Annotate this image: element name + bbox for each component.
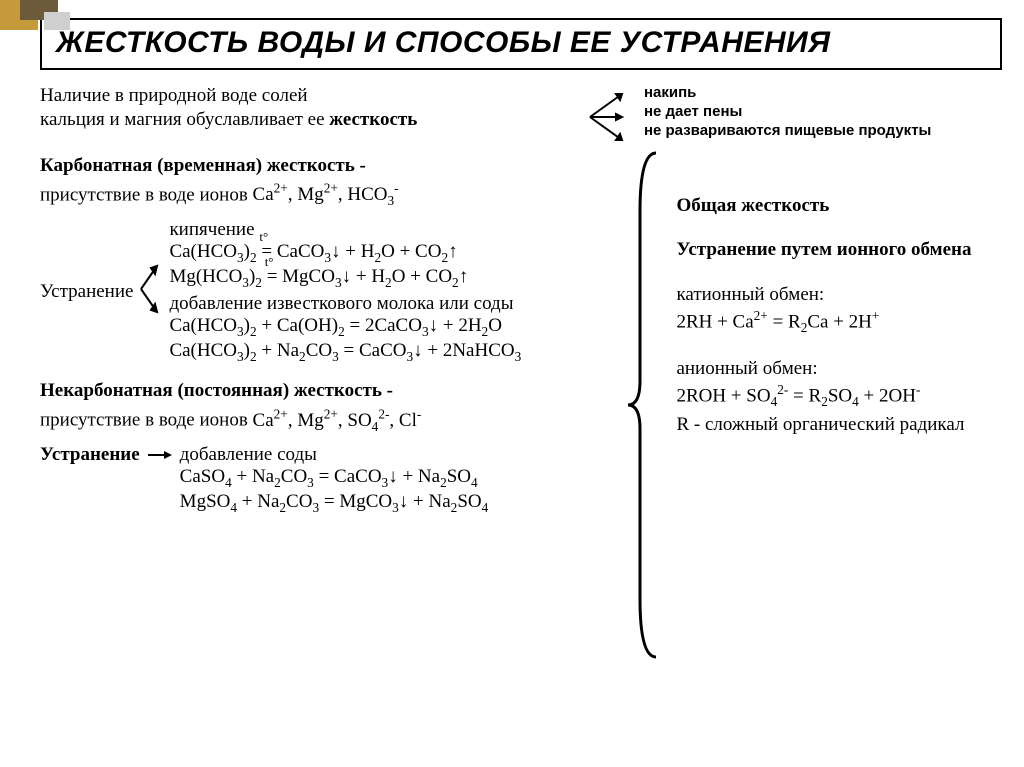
carbonate-methods: кипячение Ca(HCO3)2 =t° CaCO3↓ + H2O + C… <box>169 219 521 364</box>
carbonate-elim-row: Устранение кипячение Ca(HCO3)2 =t° CaCO3… <box>40 219 626 364</box>
effect-1: накипь <box>644 84 1002 101</box>
noncarb-eq1: CaSO4 + Na2CO3 = CaCO3↓ + Na2SO4 <box>180 466 489 491</box>
carbonate-head: Карбонатная (временная) жесткость - <box>40 155 626 177</box>
curly-brace-icon <box>626 151 660 659</box>
noncarb-methods: добавление соды CaSO4 + Na2CO3 = CaCO3↓ … <box>180 444 489 516</box>
carbonate-ions: Ca2+, Mg2+, HCO3- <box>253 184 399 205</box>
cation-eq: 2RH + Ca2+ = R2Ca + 2H+ <box>676 308 1002 336</box>
method-lime: добавление известкового молока или соды <box>169 293 521 315</box>
noncarb-head: Некарбонатная (постоянная) жесткость - <box>40 380 626 402</box>
page-title: ЖЕСТКОСТЬ ВОДЫ И СПОСОБЫ ЕЕ УСТРАНЕНИЯ <box>56 26 986 60</box>
carbonate-eq2: Mg(HCO3)2 =t° MgCO3↓ + H2O + CO2↑ <box>169 266 521 291</box>
cation-label: катионный обмен: <box>676 284 1002 306</box>
noncarb-eq2: MgSO4 + Na2CO3 = MgCO3↓ + Na2SO4 <box>180 491 489 516</box>
corner-decoration <box>0 0 75 40</box>
intro-line2b: жесткость <box>329 109 417 130</box>
carbonate-elim-label: Устранение <box>40 281 133 303</box>
total-hardness-label: Общая жесткость <box>676 195 1002 217</box>
split-arrow-icon <box>139 260 161 323</box>
carbonate-eq3: Ca(HCO3)2 + Ca(OH)2 = 2CaCO3↓ + 2H2O <box>169 315 521 340</box>
branch-arrow-icon <box>588 88 628 150</box>
noncarb-sub-prefix: присутствие в воде ионов <box>40 410 253 431</box>
noncarb-elim-row: Устранение добавление соды CaSO4 + Na2CO… <box>40 444 626 516</box>
r-note: R - сложный органический радикал <box>676 414 1002 437</box>
intro-row: Наличие в природной воде солей кальция и… <box>40 84 1002 141</box>
carbonate-eq1: Ca(HCO3)2 =t° CaCO3↓ + H2O + CO2↑ <box>169 241 521 266</box>
effect-3: не развариваются пищевые продукты <box>644 122 1002 139</box>
noncarb-elim-label: Устранение <box>40 444 140 466</box>
right-column: Общая жесткость Устранение путем ионного… <box>636 155 1002 516</box>
method-boiling: кипячение <box>169 219 521 241</box>
anion-eq: 2ROH + SO42- = R2SO4 + 2OH- <box>676 382 1002 410</box>
left-column: Карбонатная (временная) жесткость - прис… <box>40 155 636 516</box>
main-columns: Карбонатная (временная) жесткость - прис… <box>40 155 1002 516</box>
intro-text: Наличие в природной воде солей кальция и… <box>40 84 598 141</box>
noncarb-ions: Ca2+, Mg2+, SO42-, Cl- <box>253 410 422 431</box>
title-box: ЖЕСТКОСТЬ ВОДЫ И СПОСОБЫ ЕЕ УСТРАНЕНИЯ <box>40 18 1002 70</box>
arrow-right-icon <box>148 448 172 467</box>
method-soda: добавление соды <box>180 444 489 466</box>
noncarb-sub: присутствие в воде ионов Ca2+, Mg2+, SO4… <box>40 406 626 434</box>
carbonate-sub-prefix: присутствие в воде ионов <box>40 184 253 205</box>
carbonate-sub: присутствие в воде ионов Ca2+, Mg2+, HCO… <box>40 181 626 209</box>
effect-2: не дает пены <box>644 103 1002 120</box>
carbonate-eq4: Ca(HCO3)2 + Na2CO3 = CaCO3↓ + 2NaHCO3 <box>169 340 521 365</box>
intro-line2a: кальция и магния обуславливает ее <box>40 109 329 130</box>
intro-line1: Наличие в природной воде солей <box>40 85 308 106</box>
effects-block: накипь не дает пены не развариваются пищ… <box>598 84 1002 141</box>
anion-label: анионный обмен: <box>676 358 1002 380</box>
ion-exchange-head: Устранение путем ионного обмена <box>676 239 1002 262</box>
